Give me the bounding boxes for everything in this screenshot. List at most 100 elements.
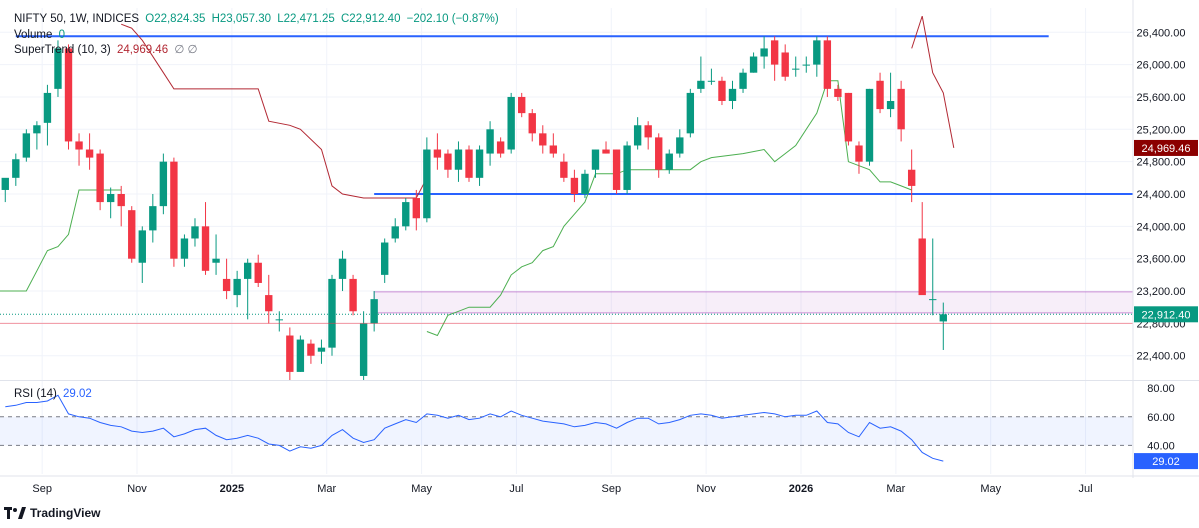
current-price-line [0, 313, 1133, 324]
candle-body [760, 48, 768, 57]
candle-body [834, 88, 842, 97]
ohlc-close: C22,912.40 [341, 13, 401, 25]
candle-body [686, 92, 695, 134]
candle-body [655, 137, 663, 170]
candle-body [886, 101, 895, 110]
candle-body [718, 80, 726, 101]
rsi-badge-text: 29.02 [1152, 456, 1180, 468]
ohlc-open: O22,824.35 [145, 13, 206, 25]
rsi-line [5, 394, 944, 462]
supertrend-segment-up [0, 189, 122, 292]
rsi-value: 29.02 [63, 388, 92, 400]
supertrend-segment-down [121, 23, 428, 199]
candle-body [581, 173, 589, 194]
candle-body [328, 278, 336, 348]
candle-body [496, 141, 505, 154]
candle-body [22, 133, 31, 158]
candle-body [43, 92, 52, 123]
candle-body [897, 88, 905, 130]
ohlc-low: L22,471.25 [277, 13, 335, 25]
candle-body [813, 40, 821, 65]
zone-rect [373, 291, 1134, 314]
candle-body [243, 262, 252, 279]
tradingview-footer[interactable]: TradingView [4, 506, 100, 520]
grid-lines [0, 8, 1133, 474]
candle-body [402, 202, 410, 227]
candle-body [370, 299, 378, 324]
candle-body [307, 343, 315, 356]
time-tick-label: Jul [1079, 483, 1093, 495]
candle-body [412, 198, 421, 219]
supertrend-badge-bg [1134, 139, 1198, 156]
candle-body [676, 137, 684, 154]
candle-body [254, 262, 262, 283]
rsi-pane [0, 394, 1133, 462]
candle-body [170, 161, 178, 259]
supertrend-segment-down [911, 15, 955, 148]
axes: 22,400.0022,800.0023,200.0023,600.0024,0… [0, 0, 1199, 495]
candle-body [623, 145, 631, 190]
candle-body [570, 177, 579, 194]
time-tick-label: Sep [602, 483, 622, 495]
candle-body [423, 149, 431, 219]
supertrend-value: 24,969.46 [116, 44, 169, 56]
ohlc-high: H23,057.30 [211, 13, 272, 25]
time-tick-label: Jul [509, 483, 523, 495]
candle-body [359, 323, 368, 376]
time-tick-label: Nov [127, 483, 147, 495]
candle-body [54, 48, 62, 89]
time-tick-label: 2026 [789, 483, 813, 495]
time-tick-label: Sep [32, 483, 52, 495]
candle-body [222, 278, 231, 292]
candle-body [602, 149, 610, 154]
candle-body [939, 314, 947, 322]
candle-body [454, 149, 463, 170]
candle-body [612, 149, 621, 190]
candle-body [539, 133, 547, 146]
brand-name: TradingView [30, 506, 101, 520]
candle-body [528, 113, 536, 134]
rsi-legend[interactable]: RSI (14) 29.02 [14, 387, 95, 401]
candle-body [275, 319, 283, 321]
candle-body [64, 48, 73, 142]
price-tick-label: 25,600.00 [1137, 92, 1186, 104]
candle-body [191, 226, 199, 239]
candle-body [823, 40, 832, 89]
candle-body [728, 88, 737, 101]
rsi-tick-label: 80.00 [1147, 383, 1175, 395]
candle-body [876, 80, 884, 110]
volume-legend[interactable]: Volume 0 [14, 28, 68, 42]
candle-body [201, 226, 210, 271]
time-tick-label: Mar [317, 483, 336, 495]
candle-body [697, 80, 705, 89]
candle-body [865, 88, 874, 162]
candle-body [486, 129, 494, 154]
candle-body [792, 68, 800, 70]
candle-body [802, 64, 810, 66]
rsi-badge-bg [1134, 453, 1198, 470]
candle-body [855, 145, 863, 162]
candle-body [159, 161, 168, 207]
candle-body [391, 226, 399, 239]
candle-body [106, 194, 115, 203]
rsi-band [0, 416, 1133, 446]
candlesticks [1, 36, 947, 380]
candle-body [138, 230, 146, 263]
supertrend-legend[interactable]: SuperTrend (10, 3) 24,969.46 ∅ ∅ [14, 43, 201, 57]
volume-value: 0 [58, 29, 65, 41]
candle-body [591, 149, 600, 170]
price-tick-label: 23,200.00 [1137, 286, 1186, 298]
demand-zone [373, 291, 1134, 314]
candle-body [149, 206, 157, 231]
candle-body [85, 149, 94, 158]
time-tick-label: May [411, 483, 432, 495]
candle-body [338, 258, 347, 279]
time-tick-label: Mar [886, 483, 905, 495]
tradingview-logo-icon [4, 507, 26, 519]
close-badge-text: 22,912.40 [1142, 309, 1191, 321]
price-tick-label: 24,800.00 [1137, 157, 1186, 169]
candle-body [665, 153, 673, 170]
candle-body [707, 80, 716, 82]
rsi-label: RSI (14) [14, 388, 57, 400]
